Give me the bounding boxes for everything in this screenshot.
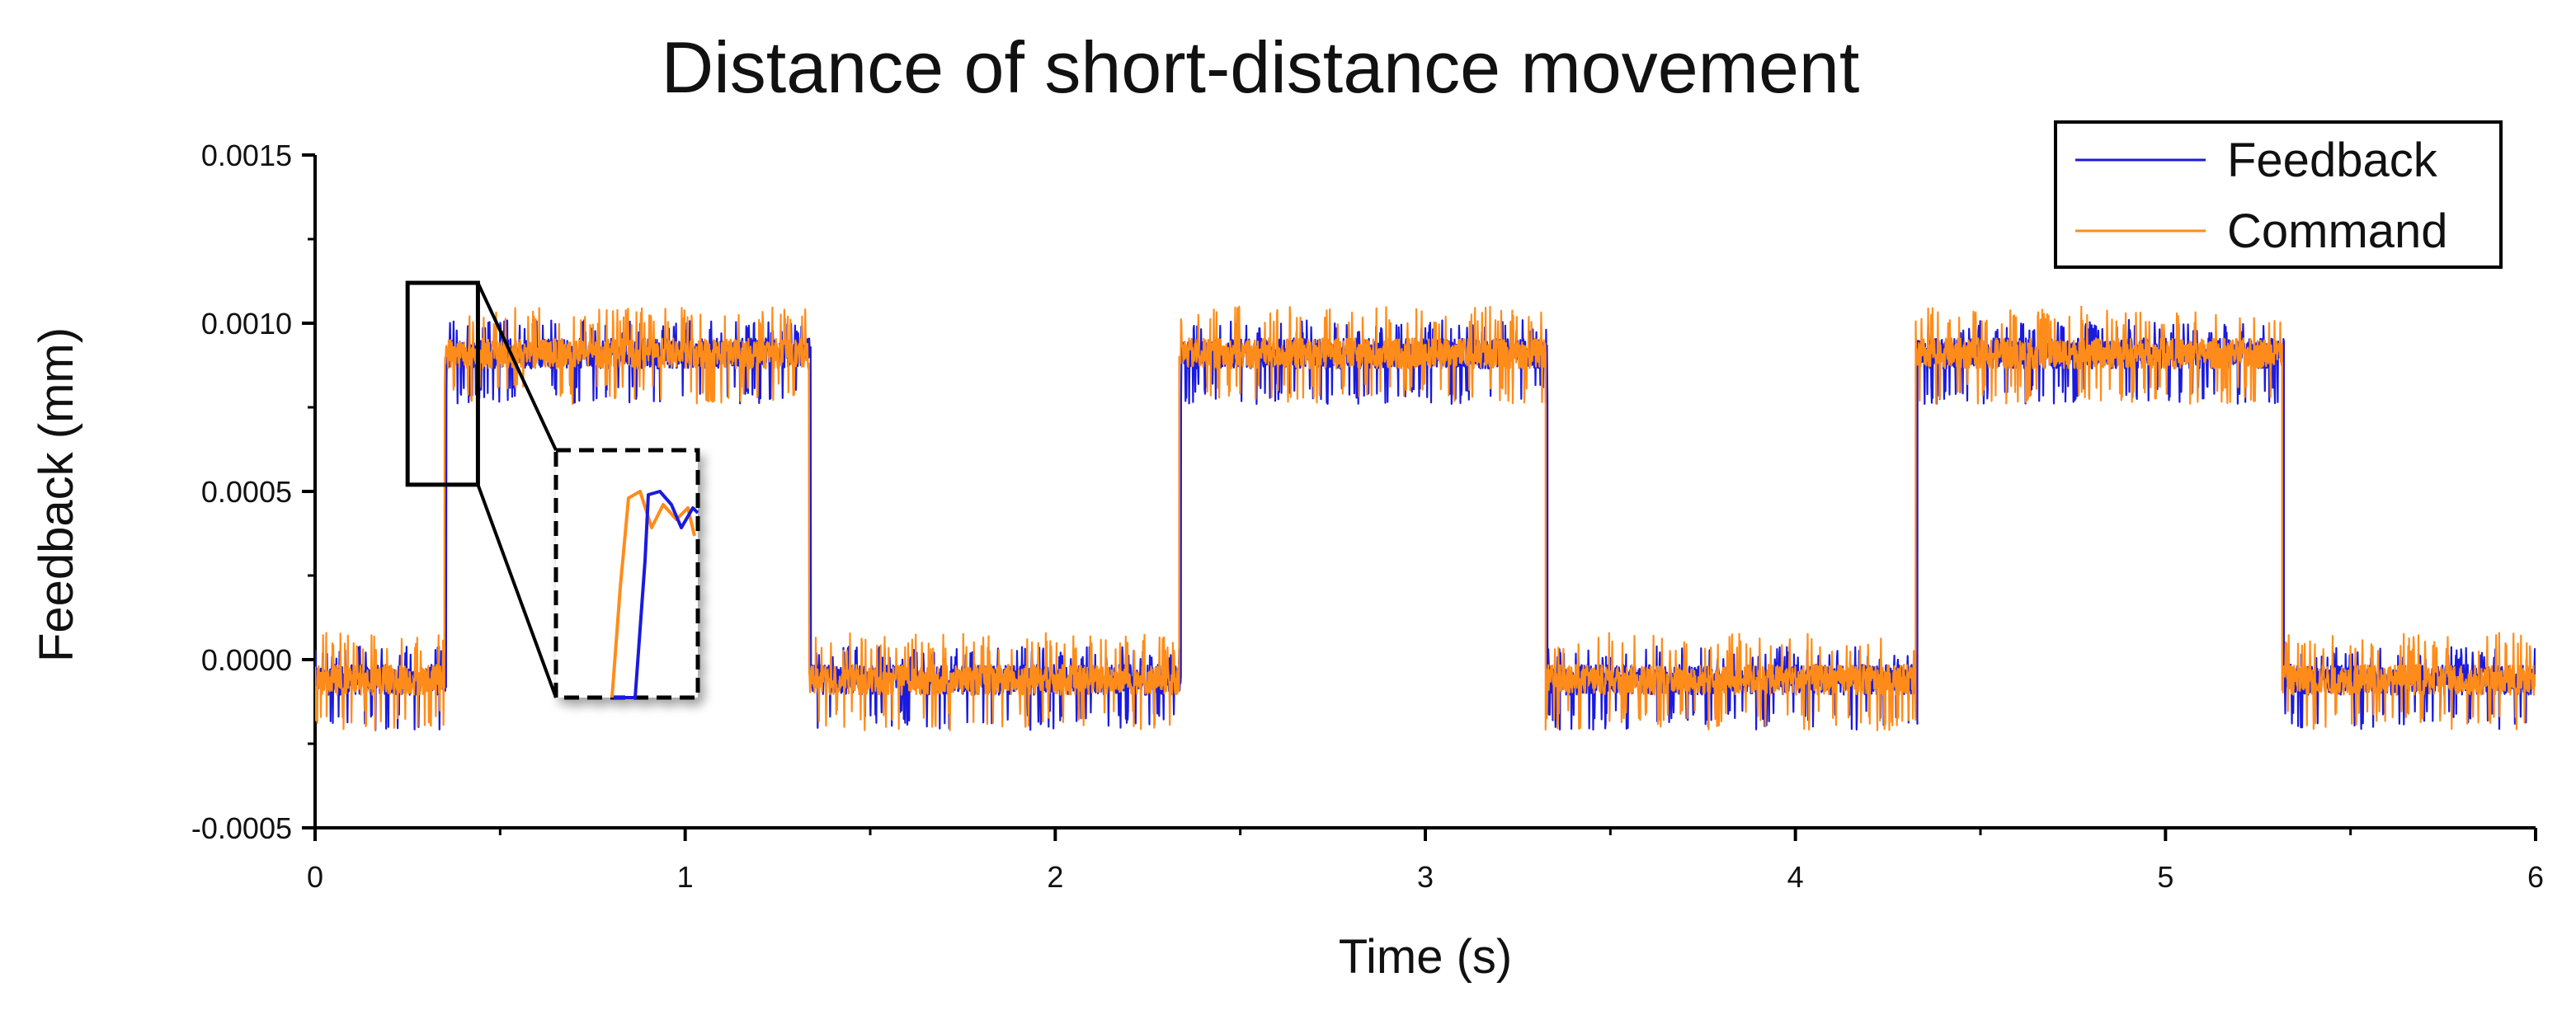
legend: Feedback Command [2054, 120, 2503, 269]
y-tick-label: 0.0005 [201, 475, 292, 509]
inset-line-feedback [614, 490, 699, 699]
series-line-command [315, 305, 2536, 731]
y-tick-label: 0.0000 [201, 643, 292, 677]
x-tick-label: 6 [2527, 860, 2544, 894]
inset-line-command [610, 490, 696, 698]
x-axis-label: Time (s) [1339, 930, 1512, 984]
y-axis-label: Feedback (mm) [30, 327, 83, 662]
x-tick-label: 5 [2157, 860, 2173, 894]
legend-label-command: Command [2227, 204, 2448, 258]
y-tick-label: 0.0015 [201, 139, 292, 172]
x-tick-label: 1 [677, 860, 694, 894]
y-tick-label: -0.0005 [191, 811, 292, 845]
zoom-leader-top [476, 282, 558, 451]
zoom-inset-frame [553, 448, 700, 700]
zoom-leader-bottom [476, 484, 558, 698]
zoom-callout [405, 280, 700, 700]
axes: 0 1 2 3 4 5 6 -0.0005 0.0000 0.0005 0.0010 0.0015 [191, 139, 2544, 894]
y-tick-label: 0.0010 [201, 307, 292, 341]
x-tick-label: 2 [1047, 860, 1063, 894]
series-layer [315, 305, 2536, 731]
x-tick-label: 3 [1417, 860, 1434, 894]
x-tick-label: 4 [1787, 860, 1804, 894]
zoom-region-box [405, 280, 480, 487]
legend-box [2054, 120, 2503, 269]
x-tick-label: 0 [307, 860, 323, 894]
chart-title: Distance of short-distance movement [662, 26, 1860, 108]
legend-label-feedback: Feedback [2227, 134, 2438, 187]
